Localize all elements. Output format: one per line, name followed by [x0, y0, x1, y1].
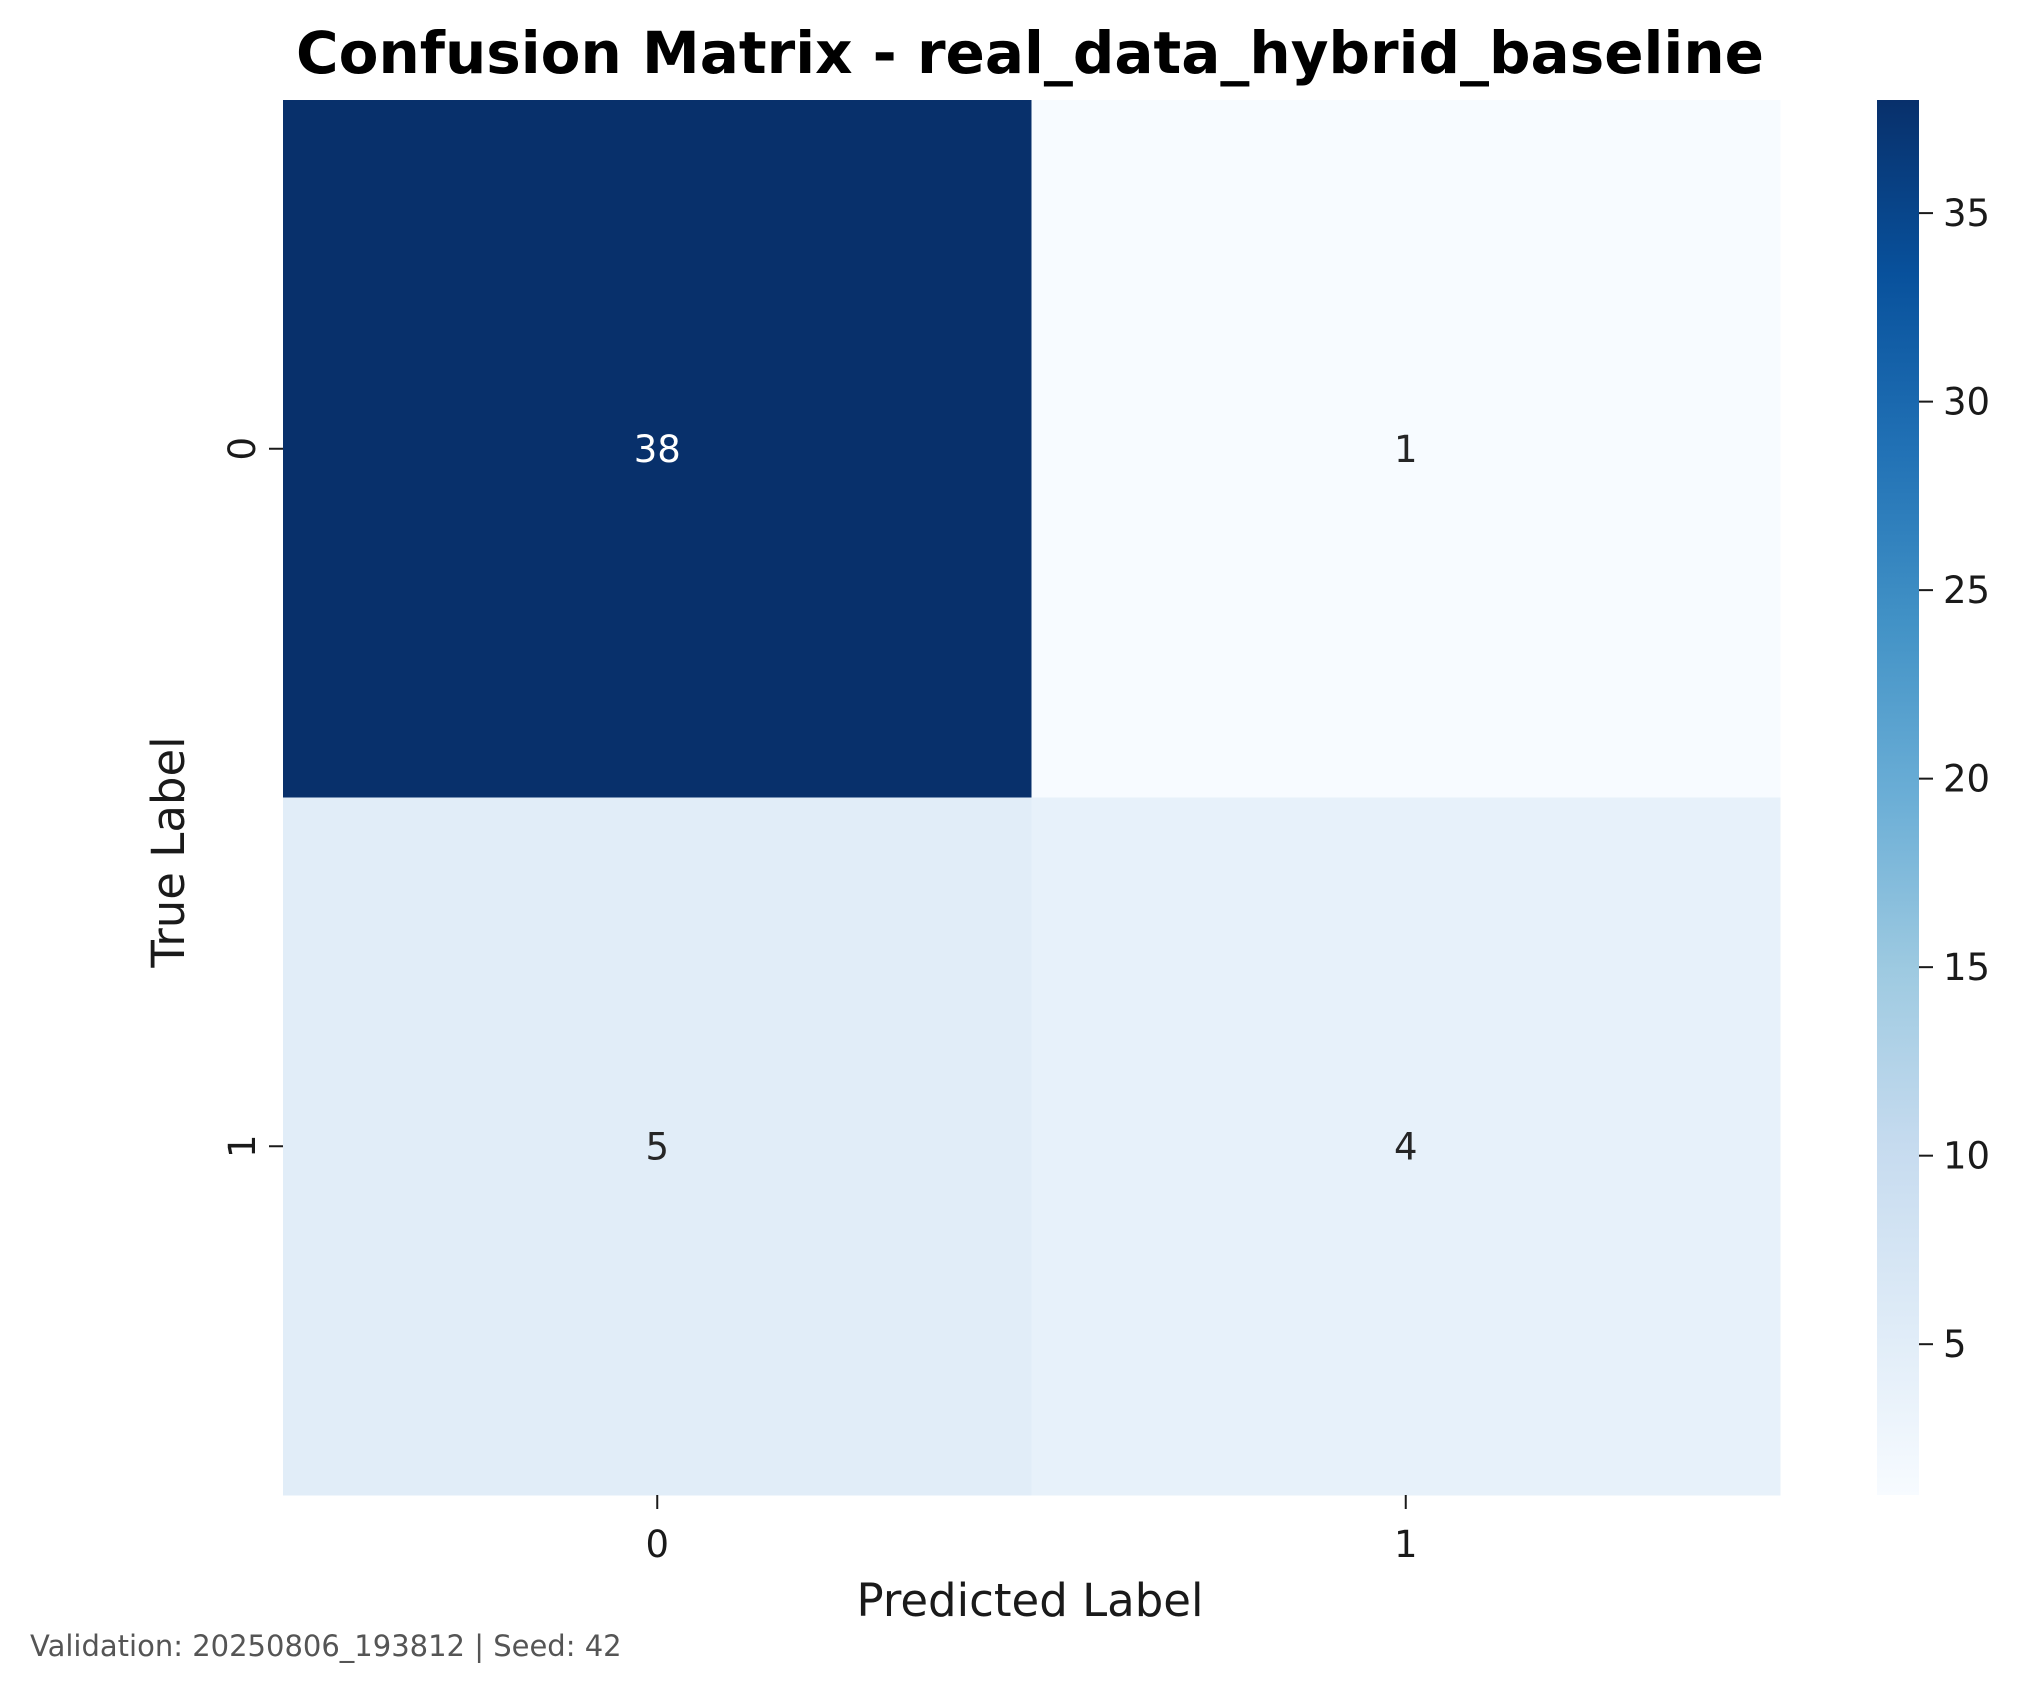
cell-value-r1-c1: 4	[1394, 1125, 1418, 1168]
colorbar-ticks: 5 10 15 20 25 30 35	[1919, 192, 1990, 1366]
colorbar-tick-label-10: 10	[1943, 1135, 1990, 1178]
y-tick-label-1: 1	[221, 1134, 264, 1158]
heatmap-cell-r1-c0	[283, 797, 1032, 1496]
heatmap-cell-r0-c0	[283, 100, 1032, 798]
cell-value-r1-c0: 5	[645, 1125, 669, 1168]
heatmap-cell-r0-c1	[1031, 100, 1781, 798]
heatmap-cell-labels: 38 1 5 4	[634, 428, 1418, 1169]
cell-value-r0-c1: 1	[1394, 428, 1418, 471]
colorbar-tick-label-5: 5	[1943, 1323, 1967, 1366]
colorbar	[1877, 100, 1919, 1495]
y-axis-label: True Label	[142, 736, 195, 968]
x-tick-label-0: 0	[645, 1523, 669, 1566]
x-tick-label-1: 1	[1394, 1523, 1418, 1566]
validation-footer: Validation: 20250806_193812 | Seed: 42	[30, 1629, 622, 1663]
colorbar-tick-label-15: 15	[1943, 946, 1990, 989]
y-axis-ticks: 01	[221, 437, 283, 1158]
chart-title: Confusion Matrix - real_data_hybrid_base…	[296, 19, 1764, 87]
colorbar-tick-label-30: 30	[1943, 381, 1990, 424]
heatmap-cells	[283, 100, 1781, 1496]
colorbar-tick-label-20: 20	[1943, 758, 1990, 801]
heatmap-cell-r1-c1	[1031, 797, 1781, 1496]
x-axis-label: Predicted Label	[857, 1574, 1204, 1627]
colorbar-tick-label-25: 25	[1943, 569, 1990, 612]
colorbar-tick-label-35: 35	[1943, 192, 1990, 235]
cell-value-r0-c0: 38	[634, 428, 681, 471]
y-tick-label-0: 0	[221, 437, 264, 461]
